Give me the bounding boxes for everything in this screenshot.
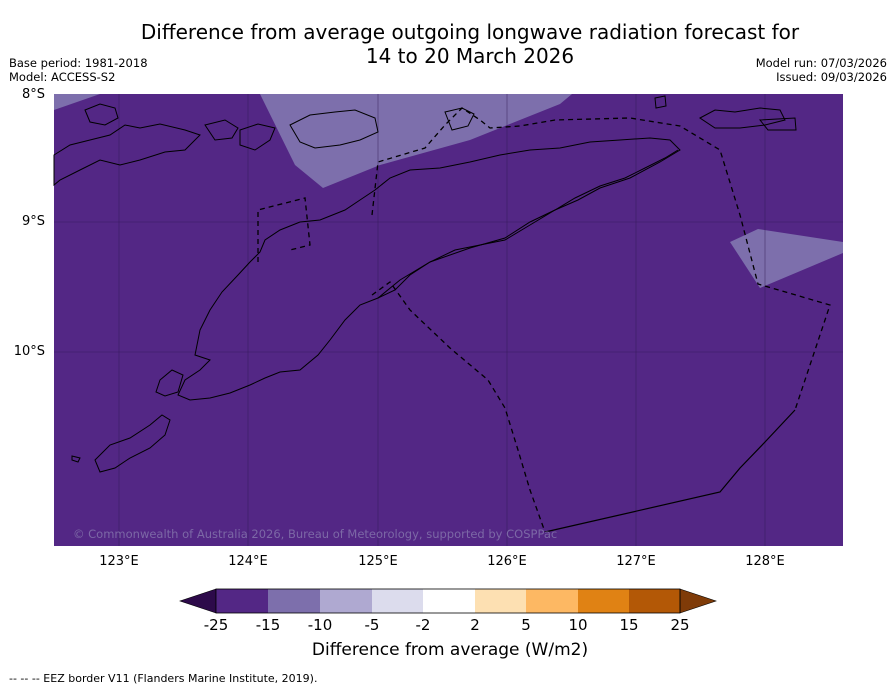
anomaly-field [54,94,843,546]
lat-label-8s: 8°S [21,87,45,102]
colorbar-cell-1 [216,589,268,613]
colorbar-cell-7 [526,589,578,613]
map-title: Difference from average outgoing longwav… [90,20,850,68]
colorbar-tick: -15 [255,616,281,634]
lon-label-127e: 127°E [616,554,656,569]
colorbar-cell-3 [320,589,372,613]
title-line-2: 14 to 20 March 2026 [365,44,575,68]
colorbar-cell-2 [268,589,320,613]
colorbar-cell-4 [372,589,423,613]
lon-label-125e: 125°E [358,554,398,569]
colorbar-tick: 2 [470,616,480,634]
colorbar-tick: -25 [203,616,229,634]
colorbar-tick: -5 [364,616,380,634]
lon-label-128e: 128°E [745,554,785,569]
colorbar-cell-8 [578,589,629,613]
lat-label-10s: 10°S [13,344,45,359]
colorbar-title: Difference from average (W/m2) [311,640,589,660]
colorbar-tick: 10 [568,616,588,634]
lat-label-9s: 9°S [21,214,45,229]
eez-legend-footer: -- -- -- EEZ border V11 (Flanders Marine… [9,672,318,685]
anomaly-patch-north [260,94,572,188]
coastlines [53,95,797,473]
meta-right: Model run: 07/03/2026 Issued: 09/03/2026 [756,56,887,84]
colorbar-tick: 5 [521,616,531,634]
title-line-1: Difference from average outgoing longwav… [140,20,800,44]
model-name: Model: ACCESS-S2 [9,70,116,84]
colorbar-cell-9 [629,589,680,613]
colorbar-cell-5 [423,589,475,613]
colorbar-cell-0 [179,588,217,614]
issued-date: Issued: 09/03/2026 [776,70,887,84]
eez-solid-border [544,409,796,533]
gridlines [54,94,843,546]
eez-border [257,107,831,533]
colorbar [179,588,717,614]
lon-label-123e: 123°E [99,554,139,569]
colorbar-tick: -2 [415,616,431,634]
colorbar-tick: 25 [670,616,690,634]
colorbar-tick: 15 [619,616,639,634]
model-run: Model run: 07/03/2026 [755,56,887,70]
copyright-notice: © Commonwealth of Australia 2026, Bureau… [73,527,558,541]
meta-left: Base period: 1981-2018 Model: ACCESS-S2 [9,56,148,84]
colorbar-cell-10 [679,588,717,614]
base-period: Base period: 1981-2018 [9,56,148,70]
anomaly-patch-east [730,229,843,288]
lon-label-126e: 126°E [487,554,527,569]
colorbar-cell-6 [475,589,526,613]
colorbar-tick: -10 [307,616,333,634]
lon-label-124e: 124°E [228,554,268,569]
anomaly-patch-northwest [54,94,100,110]
